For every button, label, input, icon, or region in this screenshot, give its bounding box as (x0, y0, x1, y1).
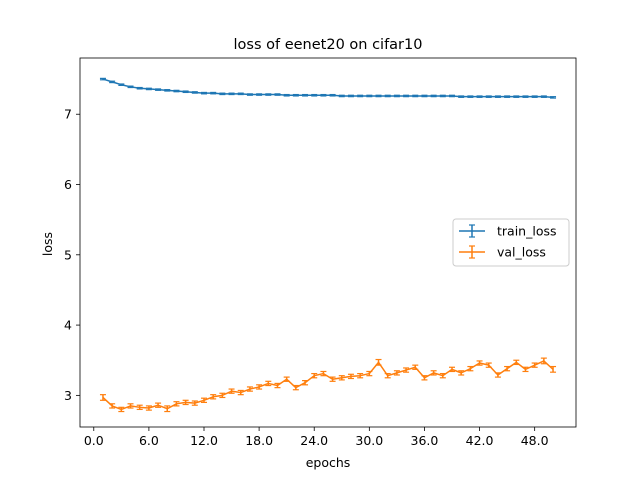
series-train_loss (99, 77, 557, 99)
series-val_loss (99, 357, 557, 413)
legend-label: train_loss (497, 224, 557, 239)
x-tick-label: 6.0 (139, 433, 159, 448)
x-tick-label: 0.0 (84, 433, 104, 448)
x-tick-label: 42.0 (466, 433, 494, 448)
series-line-train_loss (102, 78, 554, 99)
x-tick-label: 18.0 (245, 433, 273, 448)
y-tick-label: 5 (64, 247, 72, 262)
y-tick-label: 6 (64, 177, 72, 192)
axes: 0.0 6.0 12.0 18.0 24.0 30.0 36.0 42.0 48.0 3 4 5 6 7 (64, 57, 577, 448)
series-line-val_loss (102, 360, 554, 411)
legend: train_loss val_loss (452, 218, 570, 267)
legend-entry-val_loss: val_loss (459, 245, 546, 260)
x-tick-label: 24.0 (300, 433, 328, 448)
x-axis-label: epochs (306, 455, 351, 470)
legend-label: val_loss (497, 245, 546, 260)
y-tick-label: 3 (64, 388, 72, 403)
axes-frame (79, 57, 577, 428)
x-tick-label: 36.0 (411, 433, 439, 448)
y-tick-label: 4 (64, 318, 72, 333)
chart-title: loss of eenet20 on cifar10 (234, 37, 423, 53)
series-layer (99, 77, 557, 413)
legend-entry-train_loss: train_loss (459, 224, 557, 239)
y-tick-label: 7 (64, 107, 72, 122)
x-tick-label: 30.0 (355, 433, 383, 448)
x-tick-label: 12.0 (190, 433, 218, 448)
x-tick-label: 48.0 (521, 433, 549, 448)
y-axis-label: loss (40, 232, 55, 256)
